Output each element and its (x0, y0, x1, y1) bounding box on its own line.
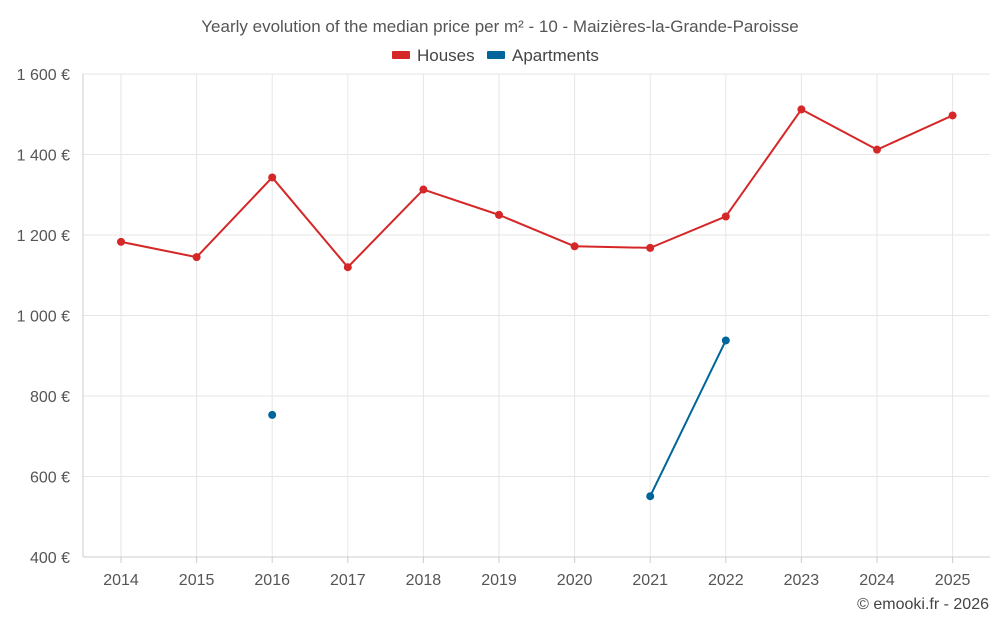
data-point-houses (495, 210, 503, 219)
legend-label-houses: Houses (417, 46, 475, 65)
data-point-houses (948, 111, 957, 120)
data-point-houses (268, 173, 277, 182)
credit-text: © emooki.fr - 2026 (857, 596, 989, 613)
y-tick-label: 1 400 € (17, 148, 70, 165)
chart-title: Yearly evolution of the median price per… (201, 17, 798, 36)
x-tick-label: 2024 (859, 572, 895, 589)
series-line-houses (573, 245, 652, 249)
series-line-houses (649, 215, 727, 249)
series-line-houses (195, 176, 274, 259)
x-tick-label: 2015 (179, 572, 215, 589)
series-line-apartments (649, 339, 727, 498)
legend[interactable]: Houses Apartments (392, 46, 599, 65)
series-line-houses (271, 176, 349, 269)
data-point-apartments (646, 492, 655, 501)
data-point-houses (117, 237, 125, 246)
x-tick-label: 2014 (103, 572, 139, 589)
y-tick-label: 1 600 € (17, 67, 70, 84)
legend-item-apartments[interactable]: Apartments (487, 46, 599, 65)
series-layer (117, 105, 957, 501)
y-tick-label: 600 € (30, 470, 70, 487)
series-line-houses (876, 114, 954, 151)
legend-swatch-houses (392, 51, 410, 59)
series-line-houses (120, 240, 198, 259)
axes: 400 € 600 € 800 € 1 000 € 1 200 € 1 400 € 1 60… (17, 67, 990, 589)
grid (83, 73, 990, 557)
y-tick-label: 1 000 € (17, 309, 70, 326)
y-tick-label: 800 € (30, 389, 70, 406)
data-point-houses (797, 105, 806, 114)
x-tick-label: 2023 (784, 572, 820, 589)
y-tick-label: 400 € (30, 550, 70, 567)
data-point-houses (721, 212, 730, 221)
legend-label-apartments: Apartments (512, 46, 599, 65)
data-point-houses (873, 145, 881, 154)
x-tick-label: 2018 (406, 572, 442, 589)
data-point-houses (646, 243, 655, 252)
data-point-apartments (721, 336, 730, 345)
y-tick-label: 1 200 € (17, 228, 70, 245)
legend-item-houses[interactable]: Houses (392, 46, 475, 65)
x-tick-label: 2021 (632, 572, 668, 589)
series-line-houses (498, 213, 576, 248)
x-tick-label: 2016 (254, 572, 290, 589)
x-tick-label: 2019 (481, 572, 517, 589)
x-tick-label: 2017 (330, 572, 366, 589)
series-line-houses (422, 188, 500, 216)
series-line-houses (346, 188, 425, 269)
x-tick-label: 2020 (557, 572, 593, 589)
data-point-houses (192, 253, 201, 262)
x-tick-label: 2022 (708, 572, 744, 589)
series-line-houses (724, 108, 803, 218)
legend-swatch-apartments (487, 51, 505, 59)
series-line-houses (800, 108, 878, 151)
data-point-houses (419, 185, 428, 194)
data-point-houses (570, 242, 579, 251)
series-apartments (268, 336, 730, 501)
data-point-houses (343, 263, 352, 272)
series-houses (117, 105, 957, 272)
x-tick-label: 2025 (935, 572, 971, 589)
data-point-apartments (268, 410, 277, 419)
